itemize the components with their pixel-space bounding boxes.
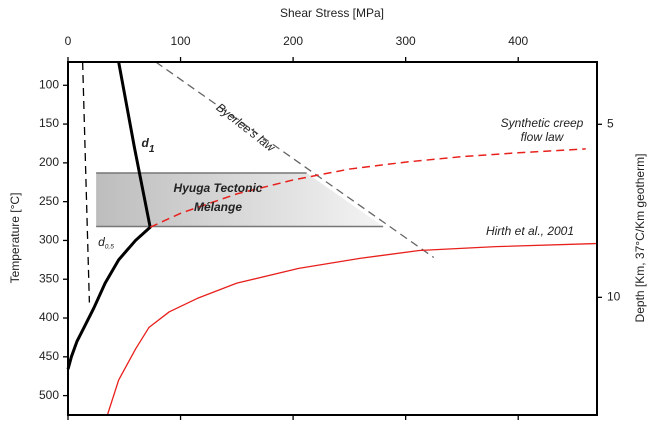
y-tick-label: 200 [39, 155, 59, 169]
annotation: Hirth et al., 2001 [486, 224, 574, 238]
y-tick-label: 300 [39, 233, 59, 247]
y-tick-label: 400 [39, 310, 59, 324]
x-axis-label: Shear Stress [MPa] [280, 6, 384, 20]
y-axis-label: Temperature [°C] [8, 193, 22, 284]
annotation-subscript: 1 [149, 144, 155, 155]
melange-region [96, 172, 384, 227]
x-tick-label: 100 [171, 34, 191, 48]
annotation-text: d [98, 235, 105, 249]
y2-axis-label: Depth [Km, 37°C/Km geotherm] [633, 154, 647, 323]
x-tick-label: 0 [65, 34, 72, 48]
annotation: d1 [141, 136, 154, 155]
curve [106, 242, 596, 416]
annotation: Hyuga Tectonic [174, 181, 263, 195]
y-tick-label: 150 [39, 116, 59, 130]
y2-tick-label: 10 [607, 290, 621, 304]
annotation-text: d [141, 136, 149, 150]
plot-frame [67, 61, 598, 416]
annotation: Mélange [194, 200, 242, 214]
x-tick-label: 400 [508, 34, 528, 48]
y-tick-label: 250 [39, 194, 59, 208]
annotation-subscript: 0,5 [105, 243, 114, 250]
y-tick-label: 350 [39, 271, 59, 285]
annotation: d0,5 [98, 235, 114, 250]
curve [81, 61, 91, 303]
annotation: flow law [521, 130, 565, 144]
curve [155, 61, 435, 259]
y2-tick-label: 5 [607, 116, 614, 130]
annotation: Synthetic creep [501, 116, 584, 130]
annotation: Byerlee's law [213, 100, 278, 155]
y-tick-label: 450 [39, 349, 59, 363]
x-tick-label: 300 [396, 34, 416, 48]
curve [66, 61, 152, 370]
x-tick-label: 200 [283, 34, 303, 48]
y-tick-label: 100 [39, 77, 59, 91]
curve [149, 148, 586, 228]
y-tick-label: 500 [39, 388, 59, 402]
